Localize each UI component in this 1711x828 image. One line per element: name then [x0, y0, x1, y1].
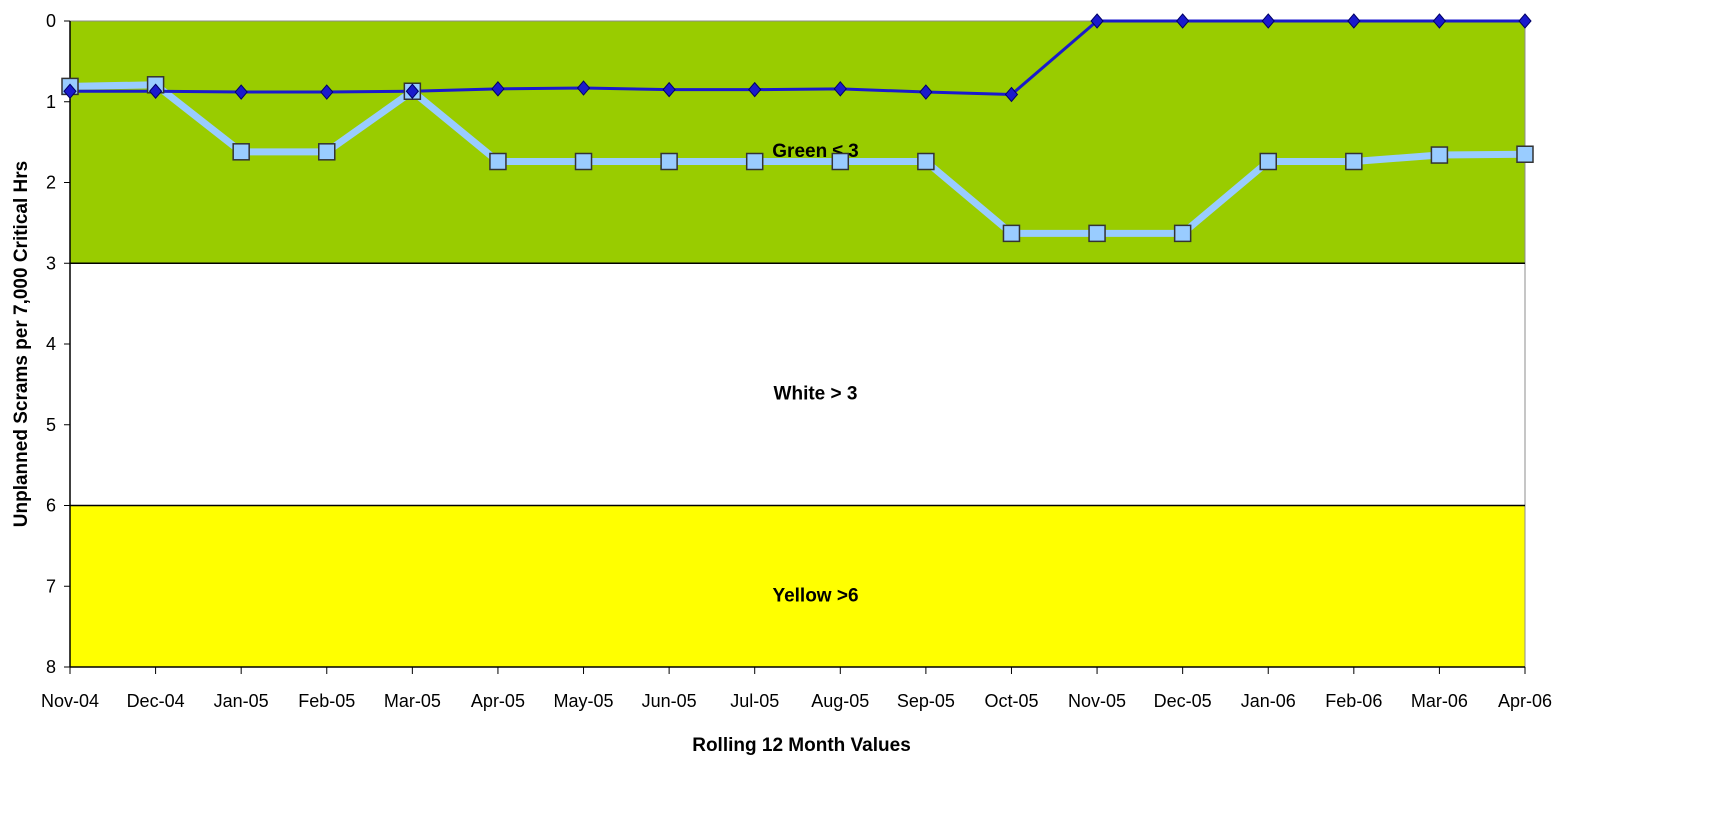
- y-tick-label: 4: [46, 334, 56, 354]
- threshold-bands: [70, 21, 1525, 667]
- x-tick-label: Dec-05: [1154, 691, 1212, 711]
- x-tick-label: Mar-06: [1411, 691, 1468, 711]
- square-marker: [1431, 147, 1447, 163]
- square-marker: [1003, 225, 1019, 241]
- x-tick-label: May-05: [554, 691, 614, 711]
- x-tick-label: Jul-05: [730, 691, 779, 711]
- y-tick-label: 1: [46, 92, 56, 112]
- x-tick-label: Feb-05: [298, 691, 355, 711]
- square-marker: [490, 154, 506, 170]
- square-marker: [1517, 146, 1533, 162]
- square-marker: [576, 154, 592, 170]
- y-tick-label: 2: [46, 173, 56, 193]
- square-marker: [661, 154, 677, 170]
- x-tick-label: Apr-05: [471, 691, 525, 711]
- y-axis-title: Unplanned Scrams per 7,000 Critical Hrs: [11, 161, 32, 527]
- y-tick-label: 8: [46, 657, 56, 677]
- square-marker: [918, 154, 934, 170]
- x-axis-title: Rolling 12 Month Values: [692, 735, 911, 756]
- band-label-1: White > 3: [774, 383, 858, 404]
- x-tick-label: Mar-05: [384, 691, 441, 711]
- y-tick-label: 0: [46, 11, 56, 31]
- x-tick-label: Apr-06: [1498, 691, 1552, 711]
- x-tick-label: Jun-05: [642, 691, 697, 711]
- x-tick-label: Jan-05: [214, 691, 269, 711]
- x-tick-label: Oct-05: [984, 691, 1038, 711]
- y-tick-label: 5: [46, 415, 56, 435]
- square-marker: [233, 144, 249, 160]
- x-tick-label: Dec-04: [127, 691, 185, 711]
- x-tick-label: Jan-06: [1241, 691, 1296, 711]
- square-marker: [1260, 154, 1276, 170]
- x-tick-label: Feb-06: [1325, 691, 1382, 711]
- x-tick-label: Sep-05: [897, 691, 955, 711]
- square-marker: [1089, 225, 1105, 241]
- y-tick-label: 3: [46, 253, 56, 273]
- x-tick-label: Nov-05: [1068, 691, 1126, 711]
- square-marker: [747, 154, 763, 170]
- y-tick-label: 6: [46, 496, 56, 516]
- x-tick-labels: Nov-04 Dec-04 Jan-05 Feb-05 Mar-05 Apr-05 May-…: [41, 691, 1552, 711]
- x-tick-label: Aug-05: [811, 691, 869, 711]
- square-marker: [1346, 154, 1362, 170]
- y-tick-labels: 0 1 2 3 4 5 6 7 8: [46, 11, 56, 677]
- square-marker: [1175, 225, 1191, 241]
- square-marker: [832, 154, 848, 170]
- x-tick-label: Nov-04: [41, 691, 99, 711]
- square-marker: [319, 144, 335, 160]
- band-label-2: Yellow >6: [772, 585, 858, 606]
- y-tick-label: 7: [46, 576, 56, 596]
